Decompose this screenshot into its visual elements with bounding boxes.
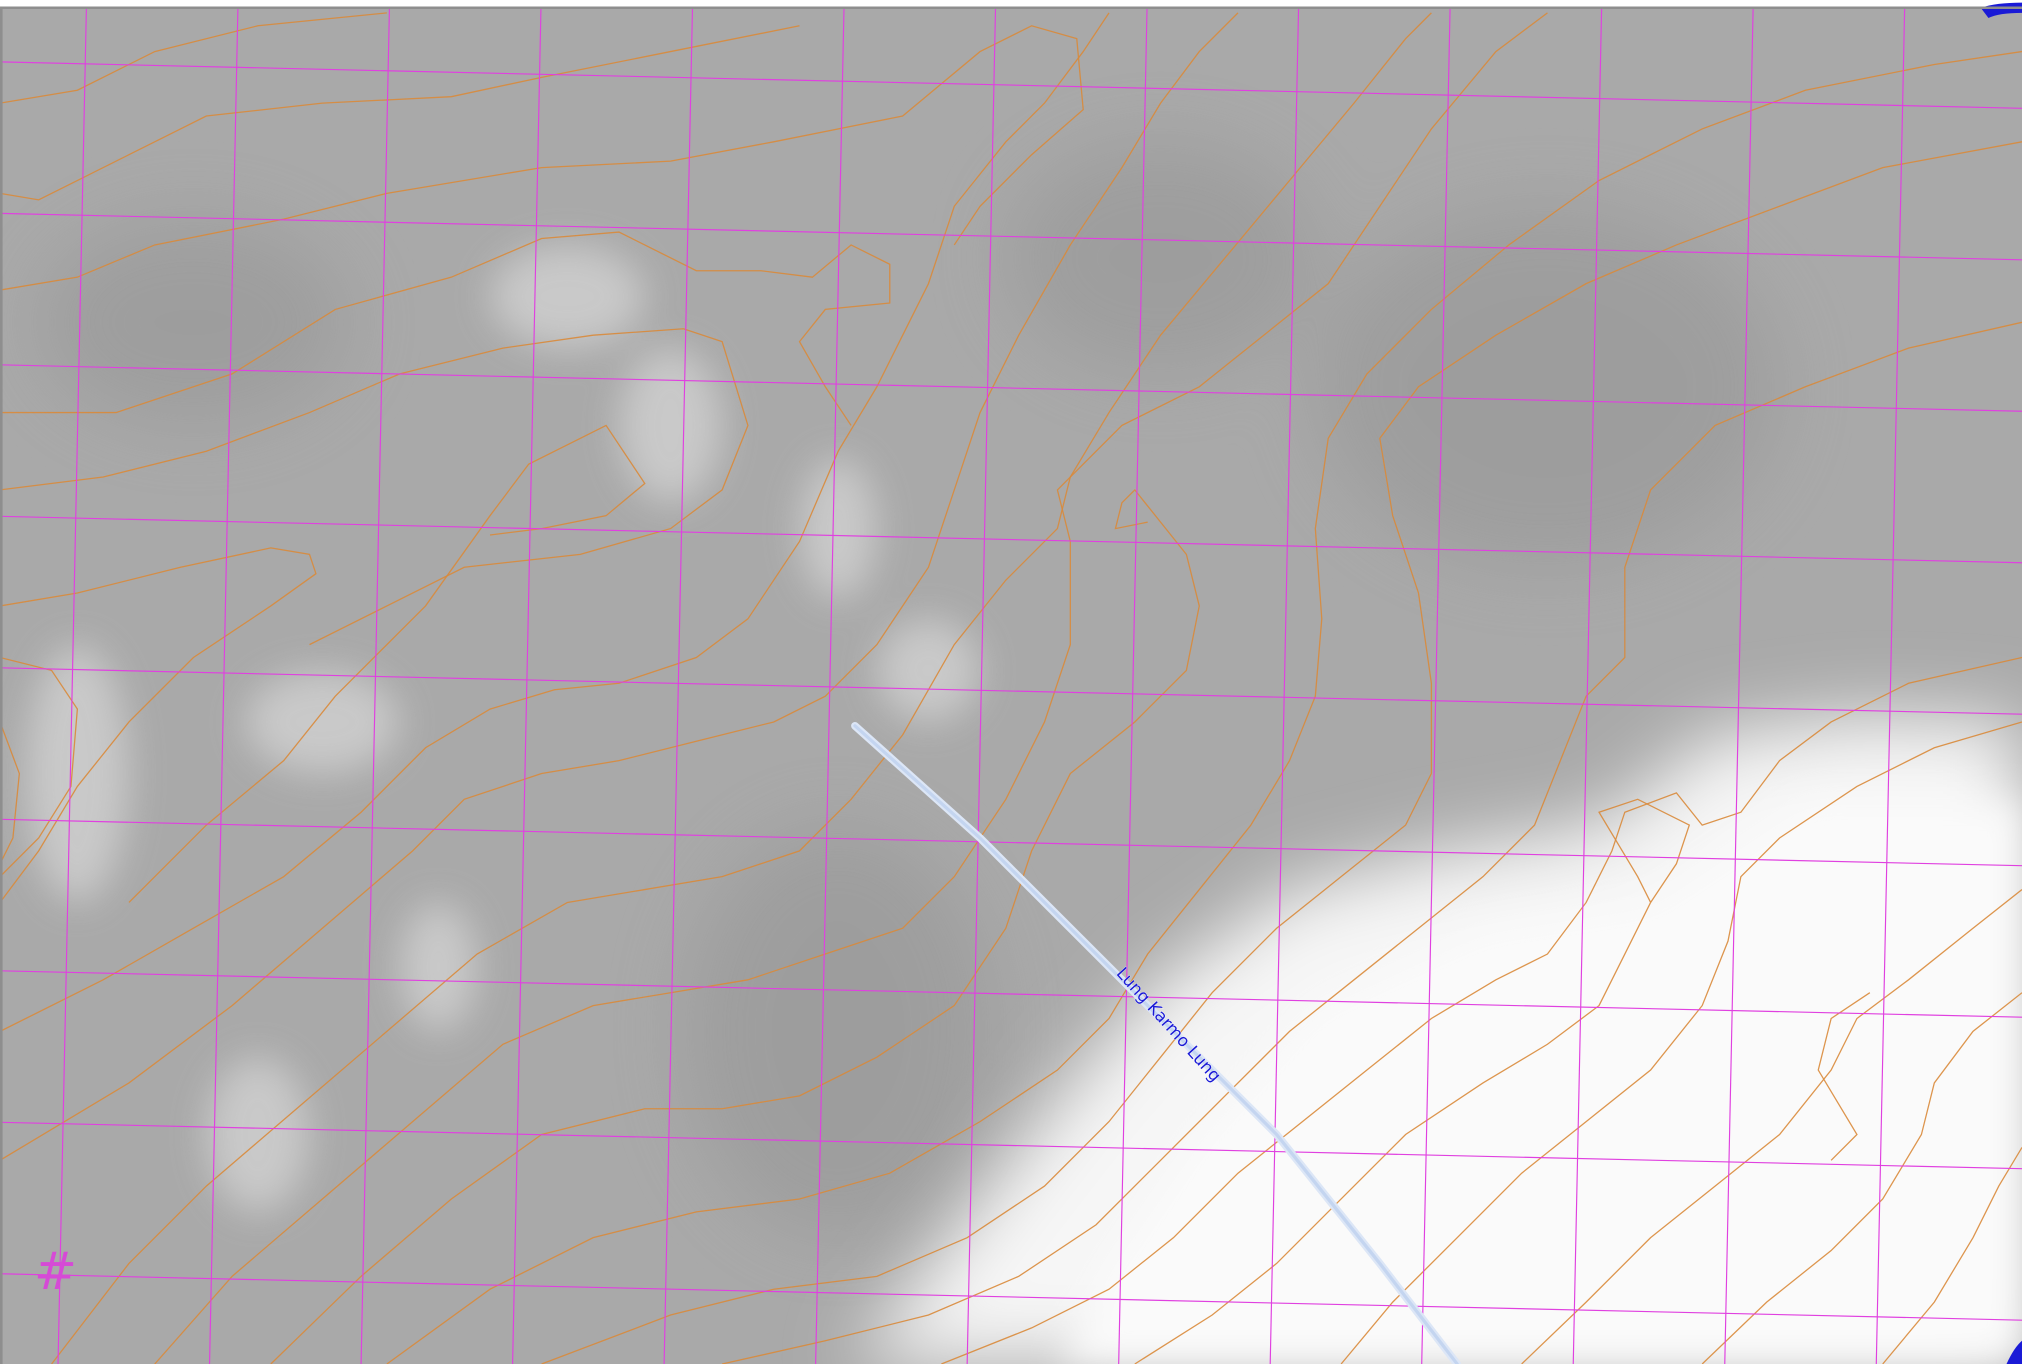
grid-line [208,7,239,1364]
hillshade [0,7,2022,1364]
grid-line [0,970,2022,1018]
grid-line [815,7,845,1364]
grid-symbol: # [34,1242,77,1302]
grid-line [0,1273,2022,1321]
grid-line [0,1121,2022,1170]
grid-line [1118,7,1148,1364]
grid-line [0,364,2022,412]
grid-line [0,667,2022,715]
feature-fragment [2006,1340,2022,1364]
contours [0,12,2022,1364]
grid-line [512,7,542,1364]
grid-line [360,7,391,1364]
grid-line [57,7,87,1364]
grid-line [1421,7,1451,1364]
grid-line [966,7,997,1364]
river [851,721,1462,1364]
grid [0,7,2022,1364]
grid-line [0,515,2022,564]
grid-line [1572,7,1603,1364]
grid-line [1875,7,1906,1364]
grid-line [0,212,2022,261]
grid-line [0,61,2022,109]
grid-line [1724,7,1754,1364]
grid-line [0,818,2022,867]
